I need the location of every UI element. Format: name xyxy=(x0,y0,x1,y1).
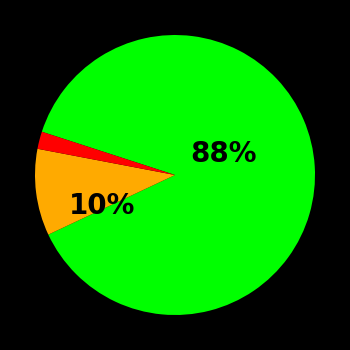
Text: 10%: 10% xyxy=(69,192,135,220)
Wedge shape xyxy=(42,35,315,315)
Text: 88%: 88% xyxy=(191,140,257,168)
Wedge shape xyxy=(35,149,175,234)
Wedge shape xyxy=(37,132,175,175)
